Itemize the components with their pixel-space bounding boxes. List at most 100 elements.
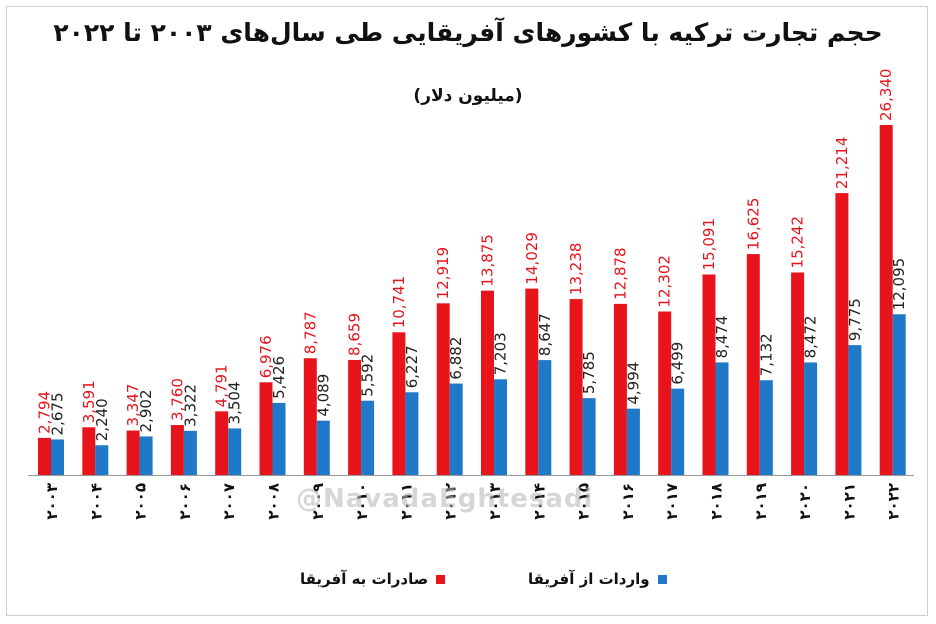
bar-exports — [658, 311, 672, 475]
data-label-exports: 12,919 — [434, 247, 452, 300]
data-label-imports: 6,882 — [447, 337, 465, 380]
bar-exports — [791, 272, 805, 475]
data-label-imports: 5,426 — [270, 356, 288, 399]
watermark: @NavadaEghtesadi — [296, 484, 594, 514]
bar-imports — [405, 392, 419, 475]
legend-label-imports: واردات از آفریقا — [528, 570, 650, 588]
bar-exports — [525, 288, 539, 475]
data-label-exports: 14,029 — [523, 232, 541, 285]
data-label-imports: 2,675 — [49, 393, 67, 436]
data-label-exports: 13,875 — [479, 234, 497, 287]
bar-imports — [848, 345, 862, 475]
chart-title: حجم تجارت ترکیه با کشورهای آفریقایی طی س… — [53, 18, 883, 47]
data-label-imports: 5,785 — [580, 351, 598, 394]
data-label-exports: 10,741 — [390, 276, 408, 329]
bar-imports — [715, 362, 729, 475]
data-label-exports: 3,347 — [124, 384, 142, 427]
data-label-exports: 16,625 — [744, 198, 762, 251]
data-label-imports: 4,994 — [624, 362, 642, 405]
bar-imports — [361, 400, 375, 475]
bar-imports — [139, 436, 153, 475]
x-tick-label: ۲۰۰۶ — [176, 483, 194, 520]
x-tick-label: ۲۰۱۴ — [530, 483, 548, 520]
x-tick-label: ۲۰۱۰ — [353, 483, 371, 520]
x-tick-label: ۲۰۰۴ — [87, 483, 105, 520]
bar-exports — [835, 193, 849, 475]
bar-imports — [228, 428, 242, 475]
data-label-imports: 5,592 — [359, 354, 377, 397]
data-label-imports: 6,227 — [403, 345, 421, 388]
x-tick-label: ۲۰۱۹ — [752, 483, 770, 520]
x-tick-label: ۲۰۲۲ — [885, 483, 903, 520]
bar-exports — [82, 427, 96, 475]
legend-item-imports: واردات از آفریقا — [528, 570, 667, 588]
data-label-imports: 4,089 — [314, 374, 332, 417]
data-label-imports: 7,132 — [757, 333, 775, 376]
bar-imports — [183, 430, 197, 475]
bar-imports — [626, 408, 640, 475]
bar-exports — [569, 299, 583, 475]
data-label-exports: 15,242 — [789, 216, 807, 269]
bar-exports — [436, 303, 450, 475]
bar-exports — [746, 254, 760, 475]
data-label-imports: 3,504 — [226, 381, 244, 424]
data-label-exports: 6,976 — [257, 335, 275, 378]
data-label-imports: 12,095 — [890, 258, 908, 311]
bar-imports — [538, 360, 552, 475]
bar-exports — [702, 274, 716, 475]
x-tick-label: ۲۰۲۰ — [796, 483, 814, 520]
data-label-imports: 7,203 — [492, 332, 510, 375]
data-label-exports: 4,791 — [213, 364, 231, 407]
x-tick-label: ۲۰۱۷ — [663, 483, 681, 520]
data-label-exports: 21,214 — [833, 137, 851, 190]
bar-exports — [126, 430, 140, 475]
bar-imports — [449, 383, 463, 475]
data-label-imports: 2,902 — [137, 389, 155, 432]
x-tick-label: ۲۰۱۸ — [708, 483, 726, 520]
x-tick-label: ۲۰۰۹ — [309, 483, 327, 520]
x-tick-label: ۲۰۱۵ — [575, 483, 593, 520]
data-label-exports: 15,091 — [700, 218, 718, 271]
bar-imports — [95, 445, 109, 475]
bar-exports — [348, 359, 362, 475]
data-label-exports: 8,787 — [301, 311, 319, 354]
x-tick-label: ۲۰۰۸ — [265, 483, 283, 520]
x-tick-label: ۲۰۰۷ — [220, 483, 238, 520]
bar-imports — [804, 362, 818, 475]
bar-imports — [671, 388, 685, 475]
data-label-imports: 6,499 — [669, 342, 687, 385]
chart-frame — [6, 6, 928, 616]
legend-label-exports: صادرات به آفریقا — [300, 570, 429, 588]
data-label-exports: 3,760 — [168, 378, 186, 421]
chart-subtitle: (میلیون دلار) — [413, 86, 523, 106]
bar-exports — [259, 382, 273, 475]
data-label-imports: 8,472 — [802, 315, 820, 358]
bar-imports — [272, 402, 286, 475]
x-tick-label: ۲۰۰۵ — [132, 483, 150, 520]
x-tick-label: ۲۰۱۲ — [442, 483, 460, 520]
data-label-exports: 13,238 — [567, 243, 585, 296]
bar-imports — [51, 439, 64, 475]
bar-exports — [170, 425, 184, 475]
legend-swatch-exports — [436, 574, 446, 584]
data-label-imports: 2,240 — [93, 398, 111, 441]
bar-imports — [892, 314, 906, 475]
legend-swatch-imports — [657, 574, 667, 584]
bar-imports — [759, 380, 773, 475]
bar-exports — [613, 303, 627, 475]
bar-imports — [582, 398, 596, 475]
x-tick-label: ۲۰۲۱ — [840, 483, 858, 520]
data-label-exports: 2,794 — [36, 391, 54, 434]
data-label-imports: 9,775 — [846, 298, 864, 341]
legend-item-exports: صادرات به آفریقا — [300, 570, 446, 588]
bar-imports — [494, 379, 507, 475]
chart-legend: صادرات به آفریقا واردات از آفریقا — [0, 570, 936, 600]
bar-exports — [215, 411, 229, 475]
data-label-exports: 3,591 — [80, 380, 98, 423]
bar-exports — [879, 125, 893, 475]
x-tick-label: ۲۰۰۳ — [43, 483, 61, 520]
x-tick-label: ۲۰۱۱ — [397, 483, 415, 520]
data-label-exports: 26,340 — [877, 69, 895, 122]
data-label-imports: 8,474 — [713, 315, 731, 358]
